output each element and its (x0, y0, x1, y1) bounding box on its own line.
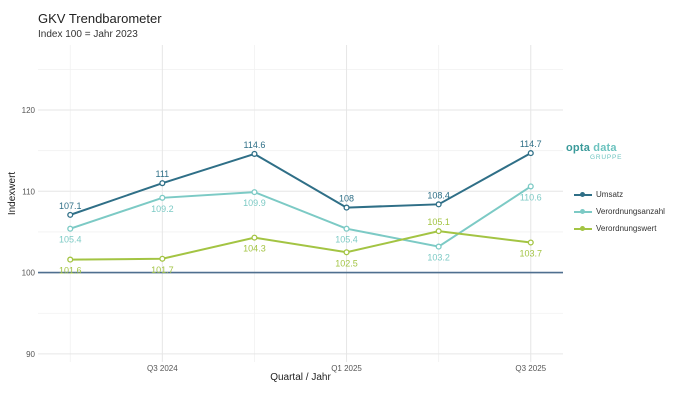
x-tick-label: Q3 2024 (147, 364, 178, 373)
legend-label: Verordnungswert (596, 224, 657, 233)
data-point-umsatz (67, 211, 74, 218)
data-point-umsatz (251, 150, 258, 157)
chart-legend: Umsatz Verordnungsanzahl Verordnungswert (574, 186, 665, 237)
data-point-verordnungswert (435, 228, 442, 235)
data-point-umsatz (527, 150, 534, 157)
legend-swatch (574, 190, 592, 200)
logo-word-2: data (593, 142, 617, 154)
data-label-verordnungswert: 105.1 (427, 217, 450, 227)
data-point-verordnungsanzahl (435, 243, 442, 250)
series-line-verordnungsanzahl (69, 185, 532, 248)
legend-swatch (574, 207, 592, 217)
data-point-verordnungsanzahl (159, 194, 166, 201)
data-label-umsatz: 111 (155, 169, 169, 179)
data-point-umsatz (159, 180, 166, 187)
legend-item-verordnungsanzahl: Verordnungsanzahl (574, 203, 665, 220)
data-label-verordnungswert: 103.7 (519, 249, 542, 259)
data-label-verordnungswert: 101.7 (151, 265, 174, 275)
data-point-verordnungswert (251, 234, 258, 241)
data-label-verordnungsanzahl: 109.2 (151, 204, 174, 214)
y-tick-label: 120 (22, 106, 36, 115)
legend-label: Umsatz (596, 190, 624, 199)
chart-subtitle: Index 100 = Jahr 2023 (38, 29, 138, 40)
legend-item-verordnungswert: Verordnungswert (574, 220, 665, 237)
data-point-verordnungswert (159, 255, 166, 262)
y-tick-label: 110 (22, 187, 35, 196)
series-line-umsatz (69, 152, 532, 216)
opta-data-logo: opta data GRUPPE (566, 143, 622, 162)
data-point-umsatz (343, 204, 350, 211)
data-label-umsatz: 108 (339, 194, 354, 204)
x-tick-label: Q3 2025 (515, 364, 546, 373)
legend-item-umsatz: Umsatz (574, 186, 665, 203)
data-label-umsatz: 107.1 (59, 201, 82, 211)
data-label-verordnungsanzahl: 109.9 (243, 198, 266, 208)
data-label-verordnungswert: 101.6 (59, 266, 82, 276)
series-line-verordnungswert (70, 230, 531, 261)
legend-swatch (574, 224, 592, 234)
data-label-umsatz: 114.6 (244, 140, 266, 150)
data-point-verordnungsanzahl (343, 225, 350, 232)
y-tick-label: 90 (26, 350, 35, 359)
data-label-verordnungswert: 102.5 (335, 258, 358, 268)
data-label-verordnungsanzahl: 105.4 (59, 235, 82, 245)
data-point-umsatz (435, 201, 442, 208)
x-tick-label: Q1 2025 (331, 364, 362, 373)
data-label-umsatz: 108.4 (427, 190, 450, 200)
data-label-verordnungsanzahl: 103.2 (427, 253, 450, 263)
logo-word-1: opta (566, 142, 591, 154)
data-label-umsatz: 114.7 (520, 139, 542, 149)
data-label-verordnungswert: 104.3 (243, 244, 266, 254)
data-label-verordnungsanzahl: 105.4 (335, 235, 358, 245)
data-point-verordnungsanzahl (251, 189, 258, 196)
logo-subtitle: GRUPPE (590, 154, 623, 161)
data-point-verordnungswert (67, 256, 74, 263)
data-point-verordnungswert (343, 249, 350, 256)
x-axis-title: Quartal / Jahr (270, 372, 331, 383)
y-axis-title: Indexwert (7, 172, 18, 216)
data-label-verordnungsanzahl: 110.6 (520, 192, 542, 202)
data-point-verordnungsanzahl (67, 225, 74, 232)
data-point-verordnungswert (527, 239, 534, 246)
chart-title: GKV Trendbarometer (38, 11, 162, 26)
data-point-verordnungsanzahl (527, 183, 534, 190)
legend-label: Verordnungsanzahl (596, 207, 665, 216)
y-tick-label: 100 (22, 269, 36, 278)
